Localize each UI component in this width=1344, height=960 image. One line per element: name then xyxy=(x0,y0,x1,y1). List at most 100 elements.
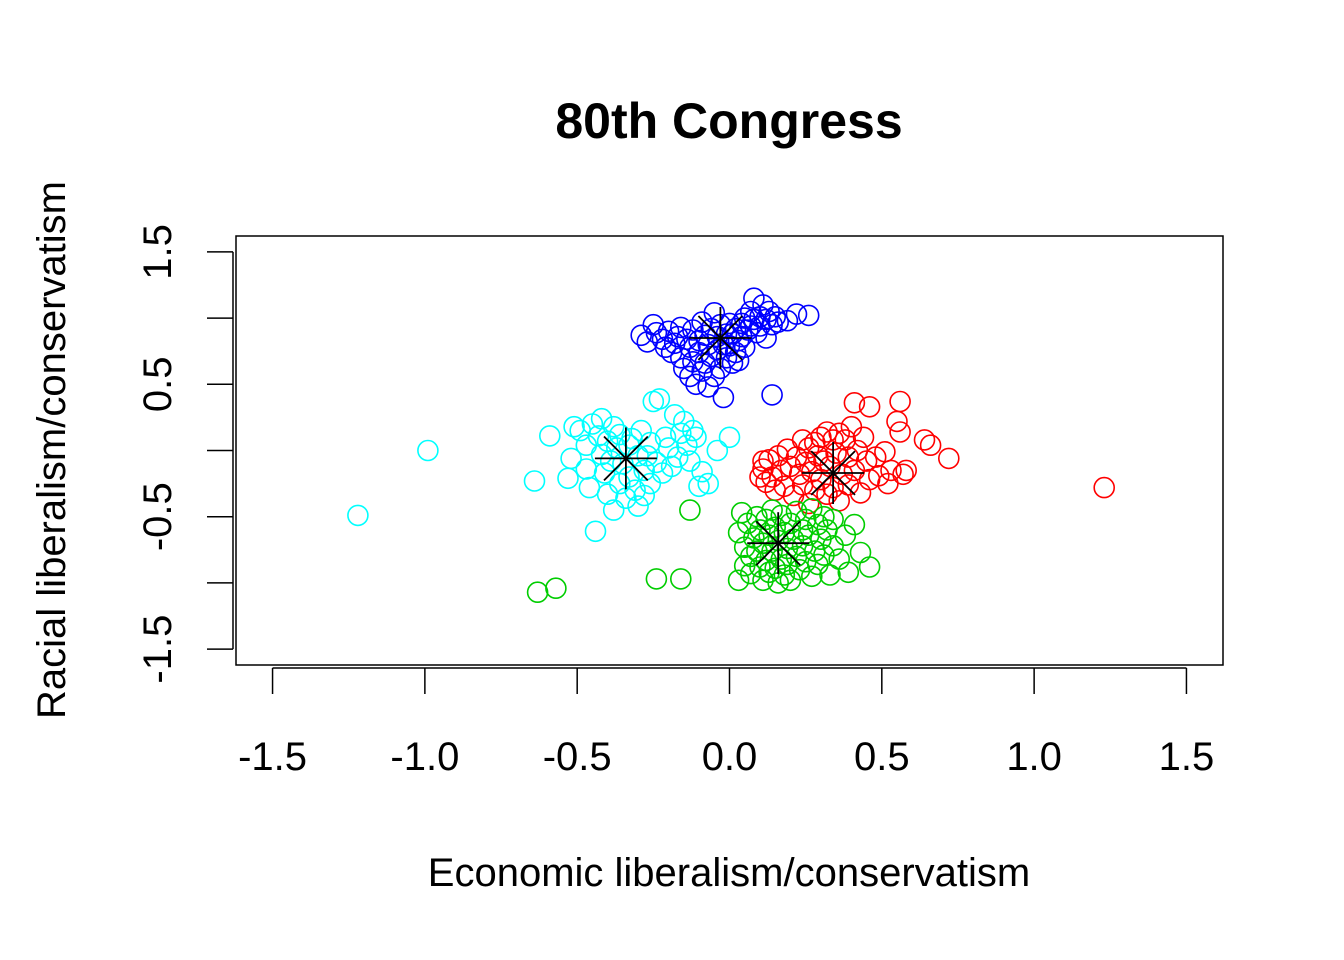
data-point xyxy=(755,327,777,349)
data-point xyxy=(803,479,826,502)
x-tick-label: 1.5 xyxy=(1159,735,1215,779)
y-tick-label: -0.5 xyxy=(136,482,180,551)
y-tick-label: 0.5 xyxy=(136,356,180,412)
data-point xyxy=(694,324,716,347)
center-marker xyxy=(689,307,752,369)
center-marker xyxy=(747,512,810,575)
data-point xyxy=(630,324,653,347)
data-point xyxy=(797,304,820,327)
data-point xyxy=(712,386,735,409)
x-tick-label: 0.0 xyxy=(702,735,758,779)
data-point xyxy=(560,447,582,470)
data-point xyxy=(770,548,793,570)
data-point xyxy=(654,426,677,449)
data-point xyxy=(767,311,790,333)
data-point xyxy=(417,439,439,462)
y-tick-label: 1.5 xyxy=(136,224,180,280)
data-point xyxy=(773,564,796,586)
data-point xyxy=(679,365,701,388)
data-point xyxy=(669,568,692,590)
x-tick-label: -1.5 xyxy=(238,735,307,779)
data-point xyxy=(937,447,960,470)
data-point xyxy=(803,431,826,454)
data-point xyxy=(886,410,908,433)
data-point xyxy=(666,325,689,348)
data-point xyxy=(843,513,866,536)
data-point xyxy=(679,450,701,472)
data-point xyxy=(816,483,838,506)
data-point xyxy=(663,403,686,426)
data-point xyxy=(648,388,671,410)
data-point xyxy=(706,439,729,462)
chart-title: 80th Congress xyxy=(555,93,902,149)
data-point xyxy=(596,483,619,506)
data-point xyxy=(746,505,768,528)
data-point xyxy=(849,482,872,504)
data-point xyxy=(816,421,838,443)
center-marker-stroke xyxy=(603,435,649,482)
data-point xyxy=(913,429,936,451)
data-point xyxy=(843,459,866,482)
data-point xyxy=(688,475,710,498)
data-point xyxy=(800,497,823,520)
data-point xyxy=(538,425,561,447)
data-point xyxy=(697,376,720,398)
data-point xyxy=(590,407,613,430)
data-point xyxy=(718,426,741,449)
data-point xyxy=(843,391,866,414)
data-point xyxy=(730,501,753,524)
data-point xyxy=(889,421,911,443)
data-point xyxy=(752,450,774,472)
data-point xyxy=(703,301,726,324)
data-point xyxy=(563,415,585,438)
data-point xyxy=(779,512,802,535)
data-point xyxy=(919,434,942,457)
data-point xyxy=(697,472,720,495)
center-marker xyxy=(594,427,657,490)
data-point xyxy=(761,384,783,406)
center-marker-stroke xyxy=(810,450,856,496)
data-point xyxy=(892,463,914,486)
data-point xyxy=(618,466,640,488)
data-point xyxy=(752,294,774,316)
data-point xyxy=(794,508,817,531)
y-axis: -1.5 -0.5 0.5 1.5 xyxy=(136,224,234,684)
data-point xyxy=(813,505,835,528)
y-tick-label: -1.5 xyxy=(136,615,180,684)
data-point xyxy=(679,499,701,521)
data-point xyxy=(685,426,707,449)
center-marker-stroke xyxy=(755,520,801,566)
data-point xyxy=(877,472,899,495)
data-point xyxy=(526,581,549,604)
data-point xyxy=(840,415,863,438)
data-point xyxy=(810,426,832,449)
data-point xyxy=(523,470,546,492)
x-tick-label: 0.5 xyxy=(854,735,910,779)
data-point xyxy=(602,415,625,438)
data-point xyxy=(837,474,860,496)
center-marker xyxy=(802,442,865,504)
data-point xyxy=(767,444,790,467)
data-point xyxy=(633,484,656,507)
data-point xyxy=(654,336,677,359)
data-point xyxy=(779,455,802,478)
data-point xyxy=(785,303,808,325)
data-point xyxy=(822,534,844,557)
y-axis-label: Racial liberalism/conservatism xyxy=(30,181,74,719)
data-point xyxy=(669,422,692,445)
data-point xyxy=(867,464,890,487)
data-point xyxy=(602,499,625,521)
data-point xyxy=(639,472,662,495)
data-point xyxy=(727,569,750,592)
data-point xyxy=(858,395,881,418)
data-point xyxy=(895,459,918,482)
data-point xyxy=(822,508,844,531)
data-point xyxy=(858,556,881,578)
data-point xyxy=(889,390,911,413)
data-point xyxy=(669,316,692,339)
data-point xyxy=(688,329,710,352)
data-point xyxy=(703,365,726,388)
data-point xyxy=(691,460,713,483)
data-point xyxy=(627,495,649,517)
data-point xyxy=(599,450,622,472)
